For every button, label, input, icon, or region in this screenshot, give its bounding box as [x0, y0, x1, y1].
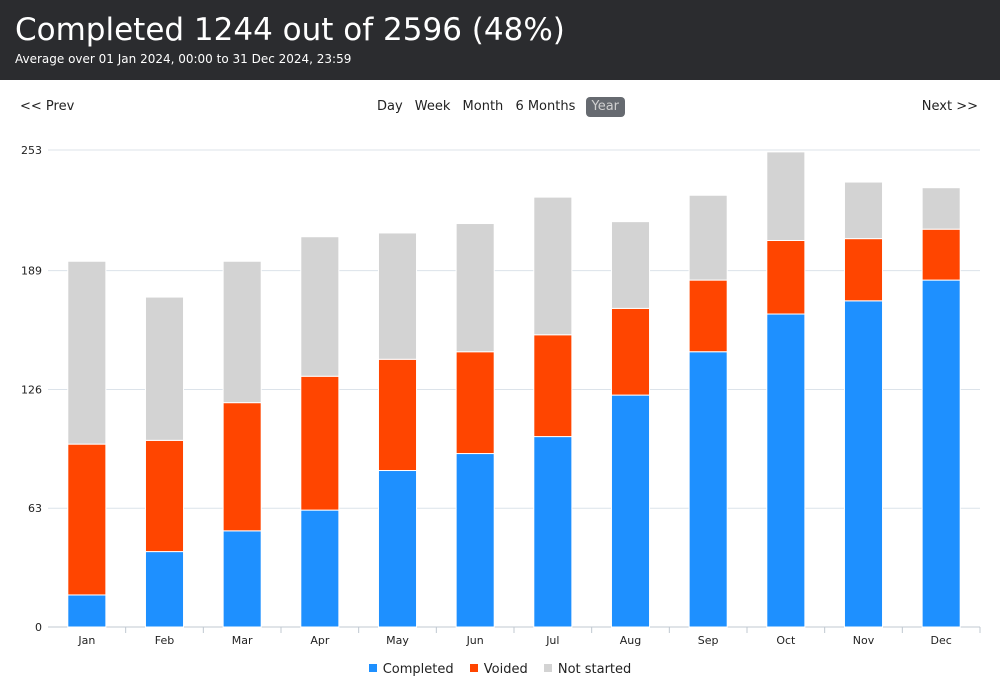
period-6-months-button[interactable]: 6 Months [515, 99, 576, 114]
page-title: Completed 1244 out of 2596 (48%) [15, 12, 565, 48]
x-tick-label: Feb [155, 634, 174, 647]
bar-completed[interactable] [377, 470, 418, 628]
bar-completed[interactable] [67, 594, 107, 628]
period-year-button[interactable]: Year [585, 97, 626, 117]
period-selector: Day Week Month 6 Months Year [0, 96, 1000, 118]
page-subtitle: Average over 01 Jan 2024, 00:00 to 31 De… [15, 52, 352, 66]
x-tick-label: May [386, 634, 409, 647]
bar-not-started[interactable] [222, 260, 262, 404]
bar-voided[interactable] [455, 351, 495, 455]
bar-not-started[interactable] [377, 232, 418, 360]
bar-voided[interactable] [921, 228, 961, 281]
bar-voided[interactable] [766, 239, 806, 315]
y-tick-label: 189 [21, 265, 42, 278]
bar-voided[interactable] [67, 443, 107, 596]
x-tick-label: Nov [853, 634, 875, 647]
bar-not-started[interactable] [921, 187, 961, 230]
bar-completed[interactable] [144, 551, 185, 628]
bar-not-started[interactable] [144, 296, 185, 441]
bar-completed[interactable] [222, 530, 262, 628]
bar-completed[interactable] [455, 453, 495, 628]
x-tick-label: Jun [466, 634, 484, 647]
bar-voided[interactable] [688, 279, 728, 353]
bar-completed[interactable] [688, 351, 728, 628]
legend-item-completed[interactable]: Completed [368, 660, 454, 680]
x-tick-label: Oct [776, 634, 796, 647]
bar-not-started[interactable] [67, 260, 107, 445]
chart-legend: Completed Voided Not started [0, 660, 1000, 680]
x-tick-label: Jan [77, 634, 95, 647]
bar-completed[interactable] [766, 313, 806, 628]
bar-not-started[interactable] [610, 221, 651, 309]
next-button[interactable]: Next >> [921, 99, 978, 114]
legend-swatch-not-started [543, 664, 552, 672]
bar-voided[interactable] [377, 358, 418, 472]
legend-swatch-voided [469, 664, 478, 672]
x-tick-label: Dec [931, 634, 952, 647]
bar-completed[interactable] [843, 300, 884, 628]
x-tick-label: Aug [620, 634, 641, 647]
period-week-button[interactable]: Week [414, 99, 451, 114]
y-tick-label: 253 [21, 144, 42, 157]
header: Completed 1244 out of 2596 (48%) Average… [0, 0, 1000, 80]
stacked-bar-chart: 0 63 126 189 253 Jan Feb Mar Apr May Jun Jul Aug Sep O… [21, 144, 981, 647]
period-month-button[interactable]: Month [462, 99, 504, 114]
y-tick-label: 126 [21, 383, 42, 396]
legend-label-not-started: Not started [557, 662, 632, 677]
bar-completed[interactable] [533, 436, 573, 628]
bar-voided[interactable] [300, 375, 340, 511]
x-tick-label: Jul [545, 634, 559, 647]
bar-voided[interactable] [533, 334, 573, 438]
x-tick-label: Mar [232, 634, 253, 647]
bar-voided[interactable] [222, 402, 262, 532]
prev-button[interactable]: << Prev [20, 99, 75, 114]
y-tick-label: 63 [28, 502, 42, 515]
bar-voided[interactable] [144, 439, 185, 553]
period-navigation: << Prev Day Week Month 6 Months Year Nex… [0, 96, 1000, 120]
bar-voided[interactable] [610, 307, 651, 396]
period-day-button[interactable]: Day [376, 99, 403, 114]
bar-not-started[interactable] [766, 151, 806, 241]
bar-not-started[interactable] [533, 196, 573, 336]
bar-not-started[interactable] [455, 223, 495, 353]
bar-voided[interactable] [843, 238, 884, 302]
x-tick-label: Sep [698, 634, 719, 647]
legend-label-voided: Voided [483, 662, 528, 677]
bar-completed[interactable] [300, 509, 340, 628]
bar-not-started[interactable] [688, 194, 728, 281]
legend-item-voided[interactable]: Voided [469, 660, 528, 680]
x-tick-label: Apr [310, 634, 330, 647]
y-tick-label: 0 [35, 621, 42, 634]
legend-swatch-completed [368, 664, 377, 672]
bar-completed[interactable] [610, 394, 651, 628]
bar-not-started[interactable] [843, 181, 884, 240]
bar-completed[interactable] [921, 279, 961, 628]
legend-item-not-started[interactable]: Not started [543, 660, 632, 680]
legend-label-completed: Completed [382, 662, 454, 677]
bar-not-started[interactable] [300, 236, 340, 377]
